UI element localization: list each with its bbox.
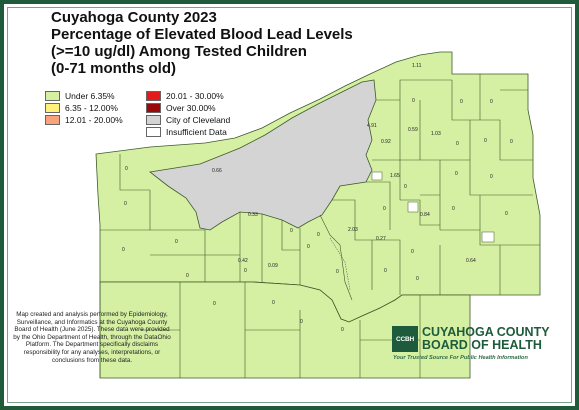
legend-label: Insufficient Data xyxy=(166,127,227,137)
logo-badge: CCBH xyxy=(392,326,418,352)
legend-item: Over 30.00% xyxy=(146,103,216,113)
label-zero: 0 xyxy=(384,268,387,274)
label-zero: 0 xyxy=(404,184,407,190)
legend-item: Under 6.35% xyxy=(45,91,115,101)
label-zero: 0 xyxy=(505,211,508,217)
legend-swatch xyxy=(45,115,60,125)
logo-line-1: CUYAHOGA COUNTY xyxy=(422,325,550,339)
label-4-91: 4.91 xyxy=(367,123,377,129)
label-zero: 0 xyxy=(244,268,247,274)
legend-label: City of Cleveland xyxy=(166,115,231,125)
title-line-1: Cuyahoga County 2023 xyxy=(51,9,217,26)
label-zero: 0 xyxy=(416,276,419,282)
map-value-labels: 1.11 4.91 0.59 0.92 1.03 1.65 0.66 0.33 … xyxy=(122,63,513,333)
legend-swatch xyxy=(146,103,161,113)
legend-label: Over 30.00% xyxy=(166,103,216,113)
legend-label: 12.01 - 20.00% xyxy=(65,115,123,125)
label-zero: 0 xyxy=(125,166,128,172)
legend-swatch xyxy=(146,91,161,101)
title-line-4: (0-71 months old) xyxy=(51,60,177,77)
cleveland-area xyxy=(149,79,377,231)
title-line-3: (>=10 ug/dl) Among Tested Children xyxy=(51,43,307,60)
label-0-09: 0.09 xyxy=(268,263,278,269)
label-0-84: 0.84 xyxy=(420,212,430,218)
label-zero: 0 xyxy=(490,174,493,180)
label-zero: 0 xyxy=(455,171,458,177)
legend-swatch xyxy=(45,91,60,101)
footnote: Map created and analysis performed by Ep… xyxy=(13,311,171,364)
label-zero: 0 xyxy=(317,232,320,238)
label-zero: 0 xyxy=(460,99,463,105)
label-0-42: 0.42 xyxy=(238,258,248,264)
label-zero: 0 xyxy=(186,273,189,279)
label-zero: 0 xyxy=(124,201,127,207)
label-0-59: 0.59 xyxy=(408,127,418,133)
label-1-03: 1.03 xyxy=(431,131,441,137)
label-zero: 0 xyxy=(510,139,513,145)
legend-label: 6.35 - 12.00% xyxy=(65,103,118,113)
legend-item: 6.35 - 12.00% xyxy=(45,103,118,113)
legend-swatch xyxy=(146,115,161,125)
legend-label: Under 6.35% xyxy=(65,91,115,101)
insufficient-data-areas xyxy=(371,171,495,243)
inner-border xyxy=(7,7,572,403)
label-zero: 0 xyxy=(122,247,125,253)
label-zero: 0 xyxy=(290,228,293,234)
label-zero: 0 xyxy=(484,138,487,144)
label-0-92: 0.92 xyxy=(381,139,391,145)
label-zero: 0 xyxy=(300,319,303,325)
label-zero: 0 xyxy=(411,249,414,255)
label-zero: 0 xyxy=(452,206,455,212)
logo-text: CUYAHOGA COUNTY BOARD OF HEALTH xyxy=(422,326,550,352)
label-zero: 0 xyxy=(383,206,386,212)
title-line-2: Percentage of Elevated Blood Lead Levels xyxy=(51,26,353,43)
label-zero: 0 xyxy=(341,327,344,333)
label-zero: 0 xyxy=(272,300,275,306)
label-zero: 0 xyxy=(175,239,178,245)
label-zero: 0 xyxy=(213,301,216,307)
river-line xyxy=(329,237,351,291)
label-zero: 0 xyxy=(307,244,310,250)
label-zero: 0 xyxy=(490,99,493,105)
map-title: Cuyahoga County 2023 Percentage of Eleva… xyxy=(51,9,353,77)
logo-tagline: Your Trusted Source For Public Health In… xyxy=(393,355,528,361)
municipal-boundaries xyxy=(99,74,540,378)
legend-item: 20.01 - 30.00% xyxy=(146,91,224,101)
label-1-65: 1.65 xyxy=(390,173,400,179)
legend-label: 20.01 - 30.00% xyxy=(166,91,224,101)
label-zero: 0 xyxy=(336,269,339,275)
logo-line-2: BOARD OF HEALTH xyxy=(422,338,542,352)
legend-item: 12.01 - 20.00% xyxy=(45,115,123,125)
legend-swatch xyxy=(45,103,60,113)
label-0-33: 0.33 xyxy=(248,212,258,218)
label-0-66: 0.66 xyxy=(212,168,222,174)
label-zero: 0 xyxy=(456,141,459,147)
label-0-27: 0.27 xyxy=(376,236,386,242)
legend-swatch xyxy=(146,127,161,137)
label-0-64: 0.64 xyxy=(466,258,476,264)
label-zero: 0 xyxy=(412,98,415,104)
label-2-03: 2.03 xyxy=(348,227,358,233)
label-1-11: 1.11 xyxy=(412,63,422,69)
legend-item: Insufficient Data xyxy=(146,127,227,137)
ccbh-logo: CCBH CUYAHOGA COUNTY BOARD OF HEALTH xyxy=(392,326,550,352)
legend-item: City of Cleveland xyxy=(146,115,230,125)
